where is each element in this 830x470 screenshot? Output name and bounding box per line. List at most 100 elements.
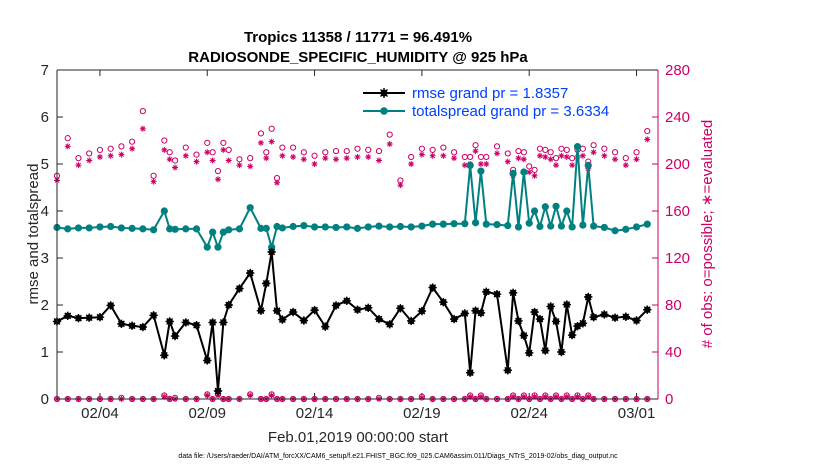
spread-point [310,223,319,231]
obs-evaluated-point [536,152,543,159]
obs-evaluated-point [64,143,71,150]
rmse-point-star [396,304,405,313]
legend-rmse-marker [379,88,389,98]
obs-evaluated-point [569,162,576,169]
obs-evaluated-bottom-point [520,393,527,400]
spread-point [192,225,201,233]
obs-possible-point [236,156,243,163]
spread-point [568,223,576,231]
rmse-point-star [610,313,620,322]
spread-point [611,227,619,235]
y2-tick-label: 80 [665,297,682,314]
obs-evaluated-point [247,163,254,170]
spread-point [643,220,651,228]
rmse-point-star [460,309,470,318]
rmse-point-star [374,314,384,324]
obs-possible-point [279,144,286,151]
obs-evaluated-point [311,161,318,167]
obs-possible-point [483,153,490,161]
spread-point [541,203,549,211]
obs-possible-point [472,142,479,149]
obs-evaluated-point [182,152,189,159]
y-tick-label: 6 [41,109,49,126]
obs-evaluated-bottom-point [204,392,211,399]
spread-point [557,222,566,230]
x-tick-label: 02/09 [188,405,226,422]
obs-possible-point [220,139,227,146]
spread-point [504,221,512,230]
legend: rmse grand pr = 1.8357 totalspread grand… [363,85,609,120]
rmse-point-star [310,305,319,315]
spread-point [563,207,571,215]
spread-point [219,228,227,236]
rmse-point-star [278,315,287,324]
rmse-point-star [578,319,588,328]
spread-point [477,167,485,175]
obs-possible-point [86,150,93,157]
obs-possible-point [107,145,114,152]
obs-possible-point [311,152,318,159]
rmse-point-star [127,321,137,330]
obs-evaluated-point [279,152,286,159]
rmse-point-star [235,284,244,293]
obs-possible-point [633,149,640,156]
obs-evaluated-point [477,161,484,167]
spread-point [584,161,592,170]
rmse-point-star [213,386,223,396]
obs-evaluated-bottom-point [574,393,581,400]
rmse-point-star [503,366,512,375]
spread-point [64,225,72,233]
spread-point [536,222,544,231]
rmse-point-star [63,311,72,321]
obs-possible-point [150,172,157,179]
spread-point [450,220,458,228]
obs-evaluated-point [220,146,227,153]
spread-point [85,224,93,232]
obs-possible-point [257,130,265,137]
spread-point [160,207,168,215]
rmse-point-star [567,330,577,340]
obs-evaluated-point [96,153,103,160]
obs-evaluated-point [494,150,501,157]
obs-evaluated-point [75,162,82,169]
obs-possible-point [386,131,393,138]
spread-point [262,224,270,232]
rmse-point-star [621,312,631,321]
obs-possible-point [375,147,383,155]
rmse-point-star [535,314,545,324]
rmse-point-star [262,279,271,288]
obs-evaluated-point [139,125,146,132]
rmse-point-star [439,297,448,307]
spread-point [547,222,555,230]
obs-possible-point [590,142,597,149]
obs-evaluated-point [520,156,527,163]
obs-evaluated-bottom-point [161,393,168,400]
spread-point [471,219,480,227]
obs-evaluated-point [365,153,372,160]
legend-rmse-marker-star [379,88,389,98]
y-tick-label: 1 [41,344,49,361]
spread-point [493,221,501,229]
spread-point [300,221,308,230]
spread-point [514,223,523,231]
rmse-point-star [331,301,341,310]
rmse-point-star [541,346,550,355]
rmse-point-star [508,288,518,297]
obs-possible-point [322,149,329,156]
obs-evaluated-point [209,157,216,164]
spread-point [407,223,415,231]
obs-possible-point [408,153,415,161]
y-tick-label: 0 [41,391,49,408]
spread-point [579,221,587,229]
obs-evaluated-point [107,152,114,159]
obs-possible-point [171,157,179,164]
obs-possible-point [526,163,533,170]
obs-evaluated-point [429,152,436,159]
spread-point [203,243,211,251]
obs-evaluated-point [461,162,468,169]
obs-possible-point [193,151,200,158]
spread-point [235,225,244,233]
rmse-point-star [449,314,459,324]
spread-point [139,225,147,233]
